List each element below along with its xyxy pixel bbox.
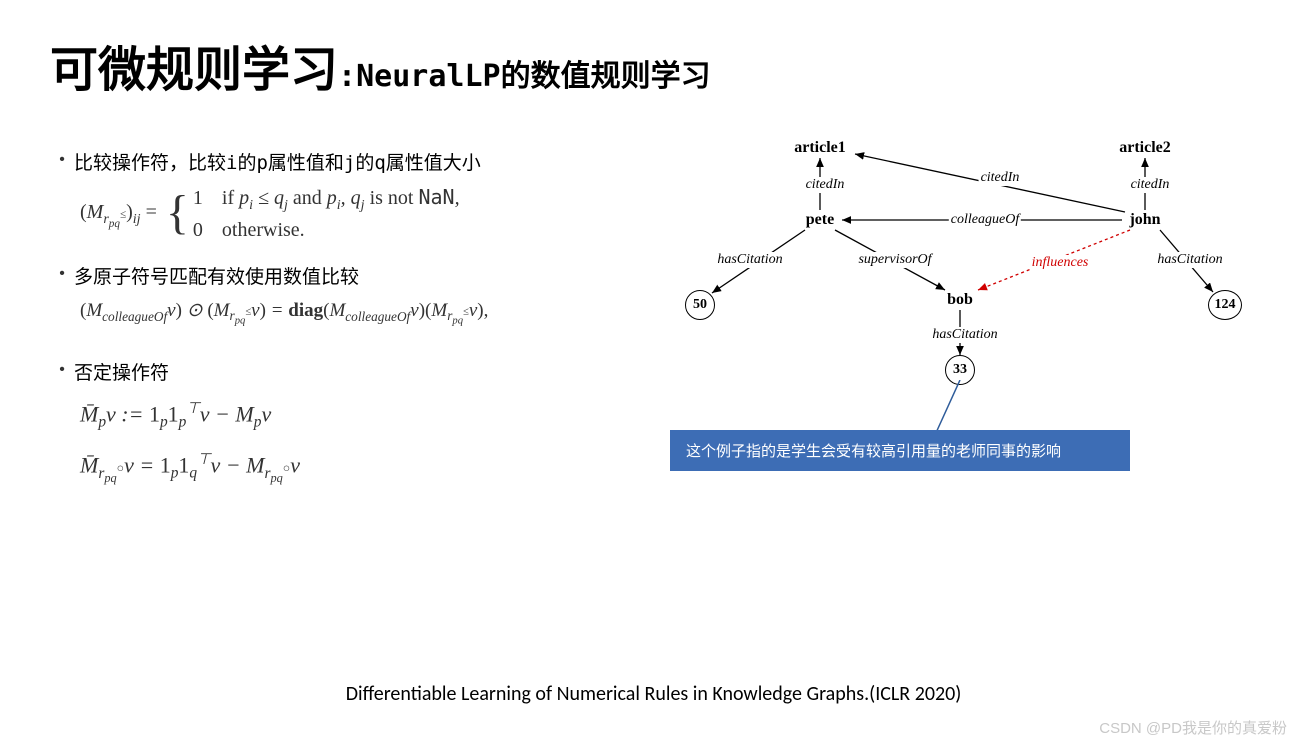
formula-neg2: M̄rpq○v = 1p1q⊤v − Mrpq○v [80, 448, 650, 487]
edge-citedin-3: citedIn [1129, 177, 1172, 193]
edge-hascitation-2: hasCitation [1155, 252, 1224, 268]
bullet-text: 比较操作符，比较i的p属性值和j的q属性值大小 [74, 148, 481, 175]
left-column: • 比较操作符，比较i的p属性值和j的q属性值大小 (Mrpq≤)ij = { … [50, 130, 670, 487]
formula-multi-atom: (McolleagueOfv) ⊙ (Mrpq≤v) = diag(Mcolle… [80, 297, 650, 330]
knowledge-graph-diagram: article1 article2 pete john bob 50 33 12… [670, 130, 1250, 390]
callout-box: 这个例子指的是学生会受有较高引用量的老师同事的影响 [670, 430, 1130, 471]
edge-citedin-2: citedIn [979, 170, 1022, 186]
node-article1: article1 [794, 139, 846, 157]
bullet-comparison-op: • 比较操作符，比较i的p属性值和j的q属性值大小 [50, 148, 650, 175]
main-title: 可微规则学习 [50, 44, 338, 97]
title-area: 可微规则学习:NeuralLP的数值规则学习 [0, 0, 1307, 120]
bullet-multi-atom: • 多原子符号匹配有效使用数值比较 [50, 262, 650, 289]
bullet-negation-op: • 否定操作符 [50, 358, 650, 385]
case1-value: 1 [193, 184, 217, 212]
bullet-dot-icon: • [50, 358, 74, 385]
edge-influences: influences [1030, 255, 1091, 271]
node-pete: pete [806, 211, 834, 229]
callout-text: 这个例子指的是学生会受有较高引用量的老师同事的影响 [686, 443, 1061, 460]
node-john: john [1129, 211, 1160, 229]
content-area: • 比较操作符，比较i的p属性值和j的q属性值大小 (Mrpq≤)ij = { … [0, 120, 1307, 487]
case2-cond: otherwise. [222, 219, 305, 241]
formula-neg1: M̄pv := 1p1p⊤v − Mpv [80, 397, 650, 434]
formula-piecewise: (Mrpq≤)ij = { 1 if pi ≤ qj and pi, qj is… [80, 183, 650, 244]
watermark-text: CSDN @PD我是你的真爱粉 [1099, 717, 1287, 738]
edge-citedin-1: citedIn [804, 177, 847, 193]
right-column: article1 article2 pete john bob 50 33 12… [670, 130, 1260, 487]
edge-colleagueof: colleagueOf [949, 212, 1021, 228]
case2-value: 0 [193, 216, 217, 244]
bullet-text: 否定操作符 [74, 358, 169, 385]
bullet-dot-icon: • [50, 148, 74, 175]
sub-title: :NeuralLP的数值规则学习 [338, 59, 711, 94]
bullet-text: 多原子符号匹配有效使用数值比较 [74, 262, 359, 289]
footer-citation: Differentiable Learning of Numerical Rul… [0, 682, 1307, 706]
edge-supervisorof: supervisorOf [856, 252, 933, 268]
bullet-dot-icon: • [50, 262, 74, 289]
node-124: 124 [1208, 290, 1242, 320]
node-article2: article2 [1119, 139, 1171, 157]
node-bob: bob [947, 291, 973, 309]
node-50: 50 [685, 290, 715, 320]
edge-hascitation-1: hasCitation [715, 252, 784, 268]
edge-hascitation-3: hasCitation [930, 327, 999, 343]
